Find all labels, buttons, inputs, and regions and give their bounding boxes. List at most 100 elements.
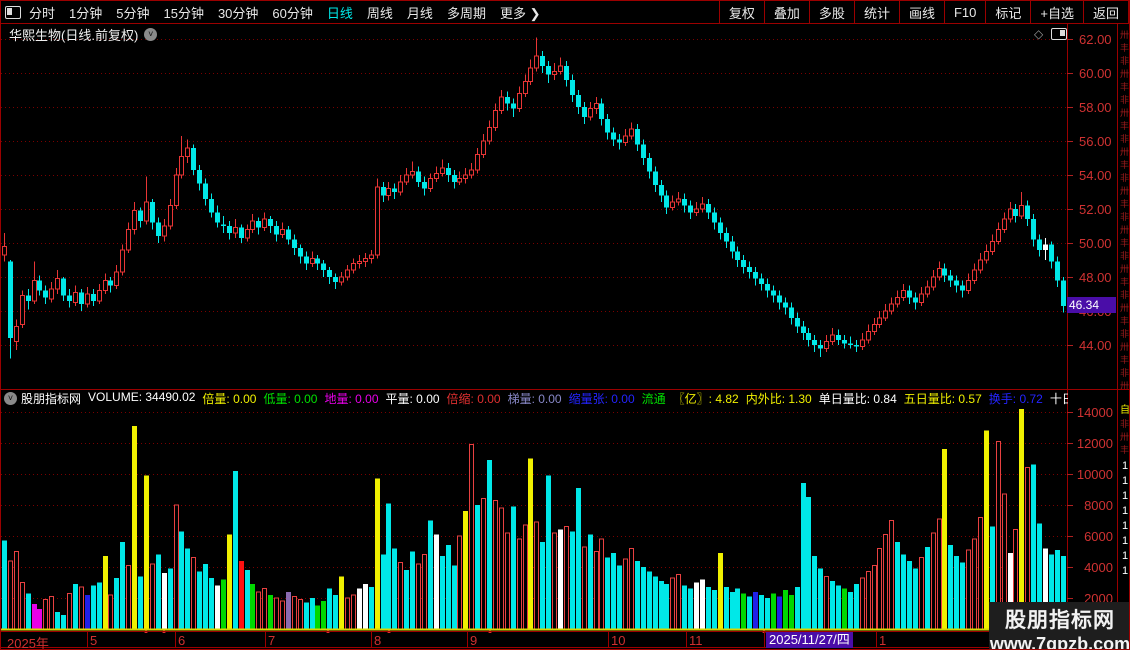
tool-button-2[interactable]: 多股 (808, 1, 854, 23)
tool-button-8[interactable]: 返回 (1082, 1, 1128, 23)
volume-axis-label: 6000 (1084, 528, 1113, 544)
menu-item-6[interactable]: 日线 (326, 5, 353, 21)
current-price-badge: 46.34 (1067, 297, 1116, 314)
watermark-site-name: 股朋指标网 (1005, 609, 1115, 632)
clipped-right-panel-text: 卅 (1120, 342, 1130, 352)
clipped-right-panel-text: 非 (1120, 95, 1130, 105)
clipped-right-panel-text: 非 (1120, 212, 1130, 222)
clipped-right-panel-text: 丰 (1120, 82, 1130, 92)
price-axis-label: 58.00 (1079, 100, 1112, 115)
legend-item-12: 五日量比: 0.57 (903, 392, 982, 406)
clipped-right-panel-text: 非 (1120, 368, 1130, 378)
clipped-right-panel-text: 卅 (1120, 69, 1130, 79)
clipped-right-panel-text: 丰 (1120, 277, 1130, 287)
diamond-icon[interactable]: ◇ (1034, 27, 1044, 41)
clipped-right-panel-text: 卅 (1120, 264, 1130, 274)
clipped-right-panel-text: 非 (1120, 419, 1130, 429)
clipped-right-panel-text: 丰 (1120, 160, 1130, 170)
volume-indicator-legend: ˅ 股朋指标网 VOLUME: 34490.02 倍量: 0.00 低量: 0.00… (1, 391, 1068, 406)
tool-button-7[interactable]: +自选 (1030, 1, 1083, 23)
clipped-right-panel-text: 卅 (1120, 381, 1130, 391)
clipped-right-panel-text: 丰 (1120, 238, 1130, 248)
legend-item-10: 内外比: 1.30 (745, 392, 812, 406)
tool-button-1[interactable]: 叠加 (763, 1, 809, 23)
clipped-right-panel-text: 非 (1120, 329, 1130, 339)
tool-button-3[interactable]: 统计 (853, 1, 899, 23)
menu-item-8[interactable]: 月线 (406, 5, 433, 21)
menu-item-9[interactable]: 多周期 (446, 5, 486, 21)
volume-axis-label: 4000 (1084, 559, 1113, 575)
date-axis-label-5: 9 (470, 633, 478, 648)
clipped-right-panel-text: 非 (1120, 134, 1130, 144)
date-axis-label-3: 7 (268, 633, 276, 648)
menu-item-4[interactable]: 30分钟 (217, 5, 259, 21)
legend-item-0: VOLUME: 34490.02 (88, 391, 196, 404)
volume-axis-label: 10000 (1076, 466, 1113, 482)
legend-item-13: 换手: 0.72 (988, 392, 1043, 406)
date-axis-label-8: 2025/11/27/四 (766, 632, 853, 648)
price-axis-label: 62.00 (1079, 32, 1112, 47)
menu-item-3[interactable]: 15分钟 (163, 5, 204, 21)
date-axis-label-1: 5 (90, 633, 98, 648)
chart-title: 华熙生物(日线.前复权) ˅ (9, 25, 158, 44)
clipped-right-panel-text: 非 (1120, 173, 1130, 183)
legend-item-11: 单日量比: 0.84 (818, 392, 897, 406)
clipped-right-panel-text: 卅 (1120, 303, 1130, 313)
chevron-down-icon[interactable]: ˅ (144, 28, 158, 41)
clipped-right-panel-text: 丰 (1120, 121, 1130, 131)
menu-item-2[interactable]: 5分钟 (116, 5, 150, 21)
site-label: 股朋指标网 (21, 392, 82, 406)
period-menu: 分时 1分钟 5分钟 15分钟 30分钟 60分钟 日线 周线 月线 多周期 更多 ❯ (29, 3, 540, 22)
price-axis-label: 50.00 (1079, 236, 1112, 251)
date-axis-label-7: 11 (689, 633, 703, 648)
clipped-right-panel-text: 丰 (1120, 199, 1130, 209)
date-axis-label-4: 8 (374, 633, 382, 648)
stock-title-label: 华熙生物(日线.前复权) (9, 28, 139, 43)
volume-axis-label: 8000 (1084, 497, 1113, 513)
side-panel-toggle-icon[interactable] (1051, 28, 1068, 40)
candlestick-chart[interactable] (1, 23, 1067, 390)
volume-axis-label: 12000 (1076, 435, 1113, 451)
price-axis-label: 56.00 (1079, 134, 1112, 149)
legend-item-7: 缩量张: 0.00 (568, 392, 635, 406)
legend-item-4: 平量: 0.00 (385, 392, 440, 406)
legend-item-5: 倍缩: 0.00 (446, 392, 501, 406)
clipped-right-panel-text: 非 (1120, 56, 1130, 66)
tool-button-0[interactable]: 复权 (718, 1, 764, 23)
legend-item-1: 倍量: 0.00 (202, 392, 257, 406)
date-axis: 2025年 5 6 7 8 9 10 11 2025/11/27/四 1 (1, 632, 1067, 649)
clipped-right-panel-text: 卅 (1120, 147, 1130, 157)
legend-item-14: 十日换手: 1 (1049, 392, 1068, 406)
legend-item-3: 地量: 0.00 (324, 392, 379, 406)
price-axis-label: 54.00 (1079, 168, 1112, 183)
clipped-right-panel-number: 1 (1122, 535, 1129, 547)
legend-item-9: 〖亿〗: 4.82 (672, 392, 739, 406)
volume-chart[interactable] (1, 406, 1067, 633)
clipped-right-panel-number: 1 (1122, 565, 1129, 577)
legend-chevron-icon[interactable]: ˅ (4, 392, 17, 405)
clipped-right-panel-text: 卅 (1120, 225, 1130, 235)
tool-button-4[interactable]: 画线 (898, 1, 944, 23)
price-axis-label: 52.00 (1079, 202, 1112, 217)
watermark-url: www.7gpzb.com (989, 634, 1130, 650)
tool-button-5[interactable]: F10 (943, 1, 985, 23)
menu-item-7[interactable]: 周线 (366, 5, 393, 21)
clipped-right-panel-text: 丰 (1120, 316, 1130, 326)
menu-item-5[interactable]: 60分钟 (272, 5, 313, 21)
tool-button-6[interactable]: 标记 (985, 1, 1030, 23)
legend-item-6: 梯量: 0.00 (507, 392, 562, 406)
clipped-right-panel-text: 丰 (1120, 445, 1130, 455)
volume-axis-label: 14000 (1076, 404, 1113, 420)
menu-item-0[interactable]: 分时 (29, 5, 56, 21)
menu-item-10[interactable]: 更多 ❯ (499, 5, 541, 21)
menu-item-1[interactable]: 1分钟 (69, 5, 103, 21)
window-panel-icon[interactable] (5, 6, 21, 19)
clipped-right-panel-text: 卅 (1120, 186, 1130, 196)
clipped-right-panel-text: 丰 (1120, 355, 1130, 365)
clipped-right-panel-text: 卅 (1120, 432, 1130, 442)
date-axis-label-6: 10 (611, 633, 626, 648)
clipped-right-panel-text: 自 (1120, 405, 1130, 416)
price-axis-label: 48.00 (1079, 270, 1112, 285)
